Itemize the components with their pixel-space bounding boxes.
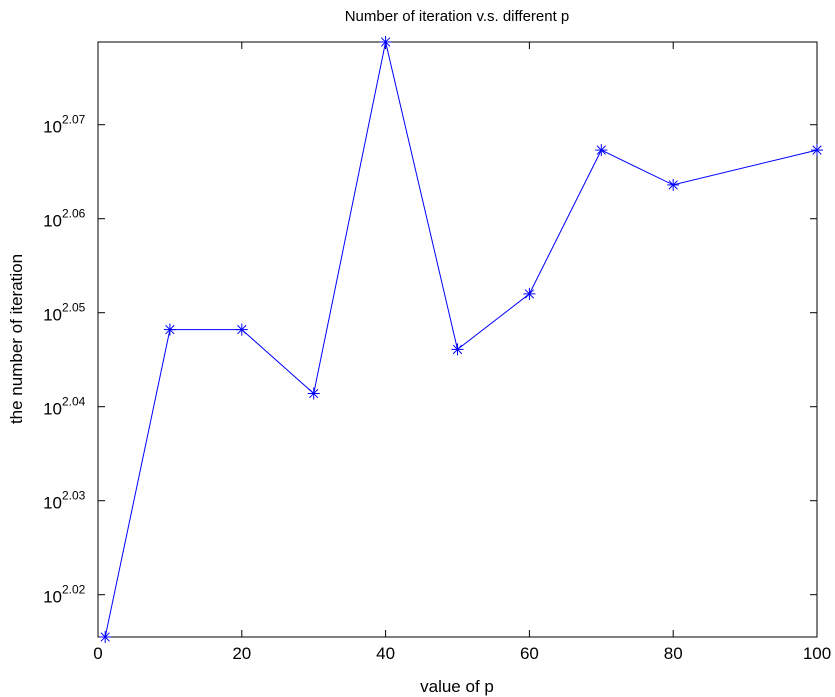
y-axis-label: the number of iteration [7, 254, 26, 424]
chart-title: Number of iteration v.s. different p [345, 8, 570, 25]
x-tick-label: 60 [520, 644, 539, 663]
x-axis-ticks: 0 20 40 60 80 100 [93, 42, 831, 663]
y-tick-base: 10 [43, 306, 62, 325]
y-tick-label: 102.03 [43, 489, 86, 513]
data-point [379, 36, 392, 48]
y-tick-label: 102.05 [43, 301, 86, 325]
data-point [451, 343, 464, 356]
series-layer [99, 36, 823, 643]
y-tick-label: 102.02 [43, 583, 86, 607]
y-tick-label: 102.04 [43, 395, 86, 419]
series-line [104, 41, 818, 638]
y-tick-base: 10 [43, 118, 62, 137]
data-point [307, 387, 320, 400]
y-tick-base: 10 [43, 400, 62, 419]
x-tick-label: 20 [232, 644, 251, 663]
y-tick-exponent: 2.06 [62, 207, 86, 221]
y-tick-base: 10 [43, 494, 62, 513]
x-tick-label: 40 [376, 644, 395, 663]
data-point [235, 323, 248, 336]
y-tick-exponent: 2.04 [62, 395, 86, 409]
x-tick-label: 80 [664, 644, 683, 663]
data-point [667, 178, 680, 191]
y-tick-exponent: 2.07 [62, 113, 86, 127]
data-point [595, 144, 608, 157]
y-tick-exponent: 2.03 [62, 489, 86, 503]
data-point [811, 144, 823, 157]
plot-area [97, 41, 818, 638]
x-axis-label: value of p [420, 677, 494, 696]
x-tick-label: 100 [803, 644, 831, 663]
data-point [99, 631, 112, 643]
data-point [523, 287, 536, 300]
x-tick-label: 0 [93, 644, 102, 663]
y-tick-base: 10 [43, 212, 62, 231]
y-tick-exponent: 2.05 [62, 301, 86, 315]
y-tick-label: 102.07 [43, 113, 86, 137]
y-tick-label: 102.06 [43, 207, 86, 231]
y-tick-exponent: 2.02 [62, 583, 86, 597]
y-tick-base: 10 [43, 588, 62, 607]
data-point [163, 323, 176, 336]
